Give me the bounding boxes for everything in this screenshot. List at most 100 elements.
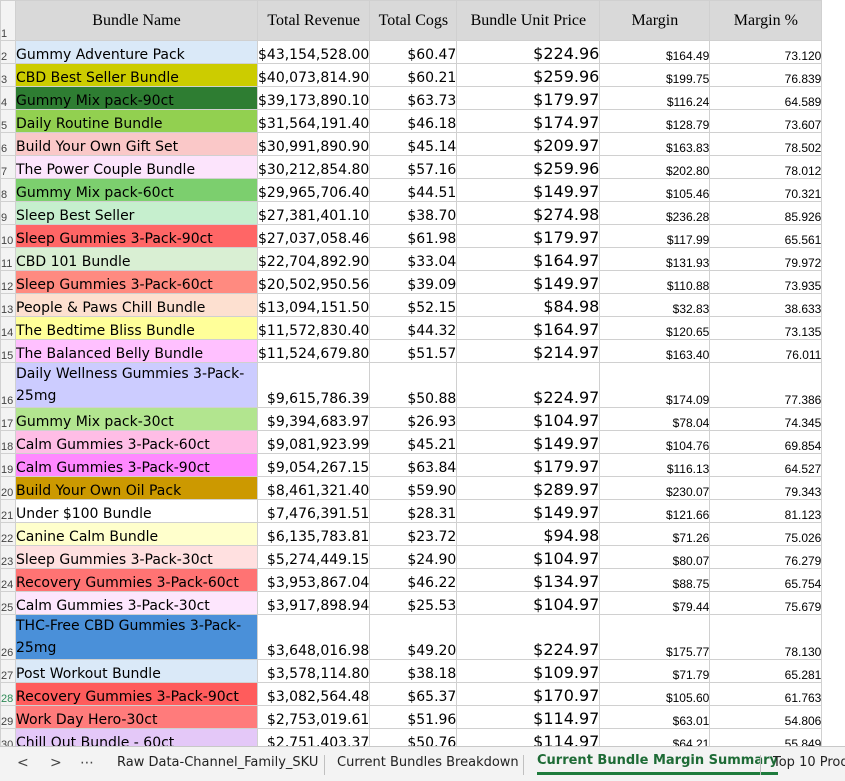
total-revenue-cell[interactable]: $43,154,528.00 <box>256 40 371 64</box>
bundle-name-cell[interactable]: Calm Gummies 3-Pack-90ct <box>15 453 258 477</box>
row-number[interactable]: 30 <box>0 728 16 746</box>
bundle-name-cell[interactable]: Chill Out Bundle - 60ct <box>15 728 258 746</box>
margin-percent-cell[interactable]: 73.120 <box>709 40 823 64</box>
margin-percent-cell[interactable]: 69.854 <box>709 430 823 454</box>
row-number[interactable]: 19 <box>0 453 16 477</box>
total-revenue-cell[interactable]: $11,572,830.40 <box>256 316 371 340</box>
total-revenue-cell[interactable]: $3,917,898.94 <box>256 591 371 615</box>
row-number[interactable]: 14 <box>0 316 16 340</box>
total-revenue-cell[interactable]: $30,991,890.90 <box>256 132 371 156</box>
margin-cell[interactable]: $116.24 <box>599 86 711 110</box>
bundle-name-cell[interactable]: Gummy Mix pack-90ct <box>15 86 258 110</box>
total-cogs-cell[interactable]: $60.21 <box>369 63 458 87</box>
total-cogs-cell[interactable]: $39.09 <box>369 270 458 294</box>
total-cogs-cell[interactable]: $65.37 <box>369 682 458 706</box>
margin-percent-cell[interactable]: 73.607 <box>709 109 823 133</box>
margin-percent-cell[interactable]: 76.839 <box>709 63 823 87</box>
row-number[interactable]: 17 <box>0 407 16 431</box>
bundle-name-cell[interactable]: CBD 101 Bundle <box>15 247 258 271</box>
total-cogs-cell[interactable]: $23.72 <box>369 522 458 546</box>
bundle-name-cell[interactable]: Gummy Mix pack-60ct <box>15 178 258 202</box>
bundle-unit-price-cell[interactable]: $149.97 <box>456 270 601 294</box>
total-revenue-cell[interactable]: $9,054,267.15 <box>256 453 371 477</box>
margin-cell[interactable]: $71.26 <box>599 522 711 546</box>
total-cogs-cell[interactable]: $46.22 <box>369 568 458 592</box>
margin-percent-cell[interactable]: 65.561 <box>709 224 823 248</box>
spreadsheet-grid[interactable]: 1 Bundle Name Total Revenue Total Cogs B… <box>0 0 845 746</box>
bundle-name-cell[interactable]: Calm Gummies 3-Pack-30ct <box>15 591 258 615</box>
row-number[interactable]: 7 <box>0 155 16 179</box>
row-number[interactable]: 10 <box>0 224 16 248</box>
margin-percent-cell[interactable]: 78.130 <box>709 614 823 660</box>
margin-cell[interactable]: $104.76 <box>599 430 711 454</box>
bundle-name-cell[interactable]: Calm Gummies 3-Pack-60ct <box>15 430 258 454</box>
bundle-name-cell[interactable]: Build Your Own Gift Set <box>15 132 258 156</box>
total-revenue-cell[interactable]: $13,094,151.50 <box>256 293 371 317</box>
margin-percent-cell[interactable]: 55.849 <box>709 728 823 746</box>
margin-cell[interactable]: $64.21 <box>599 728 711 746</box>
margin-cell[interactable]: $202.80 <box>599 155 711 179</box>
total-cogs-cell[interactable]: $57.16 <box>369 155 458 179</box>
total-cogs-cell[interactable]: $45.21 <box>369 430 458 454</box>
bundle-unit-price-cell[interactable]: $149.97 <box>456 178 601 202</box>
total-cogs-cell[interactable]: $33.04 <box>369 247 458 271</box>
bundle-name-cell[interactable]: Canine Calm Bundle <box>15 522 258 546</box>
row-number[interactable]: 18 <box>0 430 16 454</box>
row-number[interactable]: 13 <box>0 293 16 317</box>
bundle-unit-price-cell[interactable]: $209.97 <box>456 132 601 156</box>
total-cogs-cell[interactable]: $63.73 <box>369 86 458 110</box>
row-number[interactable]: 5 <box>0 109 16 133</box>
row-number[interactable]: 3 <box>0 63 16 87</box>
bundle-unit-price-cell[interactable]: $149.97 <box>456 499 601 523</box>
margin-percent-cell[interactable]: 85.926 <box>709 201 823 225</box>
row-number[interactable]: 15 <box>0 339 16 363</box>
prev-sheet-icon[interactable]: < <box>17 755 29 771</box>
bundle-name-cell[interactable]: Under $100 Bundle <box>15 499 258 523</box>
total-cogs-cell[interactable]: $45.14 <box>369 132 458 156</box>
bundle-unit-price-cell[interactable]: $214.97 <box>456 339 601 363</box>
bundle-unit-price-cell[interactable]: $274.98 <box>456 201 601 225</box>
total-revenue-cell[interactable]: $5,274,449.15 <box>256 545 371 569</box>
bundle-name-cell[interactable]: Sleep Gummies 3-Pack-60ct <box>15 270 258 294</box>
total-cogs-cell[interactable]: $61.98 <box>369 224 458 248</box>
header-margin-percent[interactable]: Margin % <box>709 0 823 41</box>
margin-percent-cell[interactable]: 65.754 <box>709 568 823 592</box>
bundle-unit-price-cell[interactable]: $104.97 <box>456 591 601 615</box>
bundle-name-cell[interactable]: Gummy Adventure Pack <box>15 40 258 64</box>
total-cogs-cell[interactable]: $51.57 <box>369 339 458 363</box>
margin-percent-cell[interactable]: 76.279 <box>709 545 823 569</box>
margin-cell[interactable]: $79.44 <box>599 591 711 615</box>
bundle-unit-price-cell[interactable]: $259.96 <box>456 63 601 87</box>
margin-cell[interactable]: $105.46 <box>599 178 711 202</box>
total-cogs-cell[interactable]: $24.90 <box>369 545 458 569</box>
bundle-name-cell[interactable]: Sleep Gummies 3-Pack-90ct <box>15 224 258 248</box>
bundle-name-cell[interactable]: Sleep Best Seller <box>15 201 258 225</box>
row-number[interactable]: 2 <box>0 40 16 64</box>
total-revenue-cell[interactable]: $3,082,564.48 <box>256 682 371 706</box>
row-number[interactable]: 24 <box>0 568 16 592</box>
bundle-name-cell[interactable]: Sleep Gummies 3-Pack-30ct <box>15 545 258 569</box>
bundle-name-cell[interactable]: The Bedtime Bliss Bundle <box>15 316 258 340</box>
margin-percent-cell[interactable]: 65.281 <box>709 659 823 683</box>
row-number[interactable]: 12 <box>0 270 16 294</box>
margin-percent-cell[interactable]: 74.345 <box>709 407 823 431</box>
total-revenue-cell[interactable]: $11,524,679.80 <box>256 339 371 363</box>
total-revenue-cell[interactable]: $3,648,016.98 <box>256 614 371 660</box>
margin-percent-cell[interactable]: 79.972 <box>709 247 823 271</box>
header-margin[interactable]: Margin <box>599 0 711 41</box>
bundle-unit-price-cell[interactable]: $259.96 <box>456 155 601 179</box>
bundle-name-cell[interactable]: Daily Wellness Gummies 3-Pack-25mg <box>15 362 258 408</box>
row-number[interactable]: 26 <box>0 614 16 660</box>
bundle-unit-price-cell[interactable]: $109.97 <box>456 659 601 683</box>
total-revenue-cell[interactable]: $39,173,890.10 <box>256 86 371 110</box>
bundle-unit-price-cell[interactable]: $149.97 <box>456 430 601 454</box>
total-revenue-cell[interactable]: $2,753,019.61 <box>256 705 371 729</box>
row-number[interactable]: 29 <box>0 705 16 729</box>
bundle-name-cell[interactable]: The Balanced Belly Bundle <box>15 339 258 363</box>
margin-percent-cell[interactable]: 78.012 <box>709 155 823 179</box>
total-revenue-cell[interactable]: $20,502,950.56 <box>256 270 371 294</box>
total-cogs-cell[interactable]: $60.47 <box>369 40 458 64</box>
margin-cell[interactable]: $164.49 <box>599 40 711 64</box>
margin-percent-cell[interactable]: 78.502 <box>709 132 823 156</box>
header-bundle-unit-price[interactable]: Bundle Unit Price <box>456 0 601 41</box>
